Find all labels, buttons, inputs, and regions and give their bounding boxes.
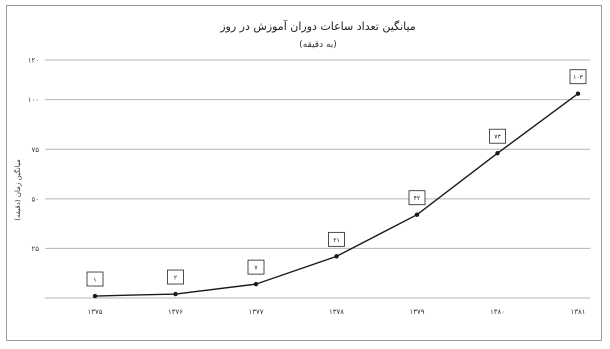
data-point [173, 291, 178, 297]
y-tick-label: ۱۰۰ [28, 96, 39, 104]
y-tick-labels: ۲۵ ۵۰ ۷۵ ۱۰۰ ۱۲۰ [28, 57, 40, 253]
data-point [495, 151, 500, 156]
x-tick-label: ۱۳۸۱ [570, 308, 585, 316]
data-label-box [569, 69, 587, 85]
data-label-box [489, 128, 506, 144]
y-tick-label: ۱۲۰ [28, 57, 39, 65]
x-tick-label: ۱۳۷۵ [87, 308, 102, 316]
data-point [253, 281, 259, 287]
chart-title: میانگین تعداد ساعات دوران آموزش در روز [219, 19, 416, 33]
data-label: ۷۳ [494, 134, 501, 141]
series-line [94, 93, 579, 297]
data-point [575, 91, 581, 96]
x-tick-label: ۱۳۷۷ [248, 308, 263, 316]
data-label-box [408, 190, 426, 206]
data-label: ۴۲ [414, 195, 420, 202]
x-tick-label: ۱۳۷۹ [409, 308, 424, 316]
data-label: ۱ [93, 277, 96, 284]
x-tick-labels: ۱۳۷۵ ۱۳۷۶ ۱۳۷۷ ۱۳۷۸ ۱۳۷۹ ۱۳۸۰ ۱۳۸۱ [87, 308, 585, 316]
data-point [414, 212, 420, 217]
y-tick-label: ۲۵ [31, 245, 39, 253]
y-axis-label: میانگین زمان (دقیقه) [13, 159, 22, 221]
y-tick-label: ۷۵ [31, 146, 39, 154]
y-tick-label: ۵۰ [31, 195, 39, 203]
chart-subtitle: (به دقیقه) [299, 40, 337, 50]
data-label: ۷ [254, 265, 258, 272]
data-label: ۲ [174, 275, 177, 282]
x-tick-label: ۱۳۸۰ [490, 308, 505, 316]
data-label: ۱۰۳ [573, 74, 583, 81]
chart-frame [6, 5, 602, 341]
data-label-box [86, 271, 104, 287]
data-label: ۲۱ [333, 237, 339, 244]
data-point [92, 293, 98, 299]
x-tick-label: ۱۳۷۸ [329, 308, 344, 316]
data-markers [92, 91, 581, 299]
data-point [334, 254, 339, 259]
data-label-box [328, 231, 345, 247]
data-labels: ۱ ۲ ۷ ۲۱ ۴۲ ۷۳ ۱۰۳ [86, 69, 587, 287]
data-label-box [167, 269, 184, 285]
data-label-box [247, 259, 265, 275]
x-tick-label: ۱۳۷۶ [168, 308, 183, 316]
gridlines [45, 59, 590, 299]
